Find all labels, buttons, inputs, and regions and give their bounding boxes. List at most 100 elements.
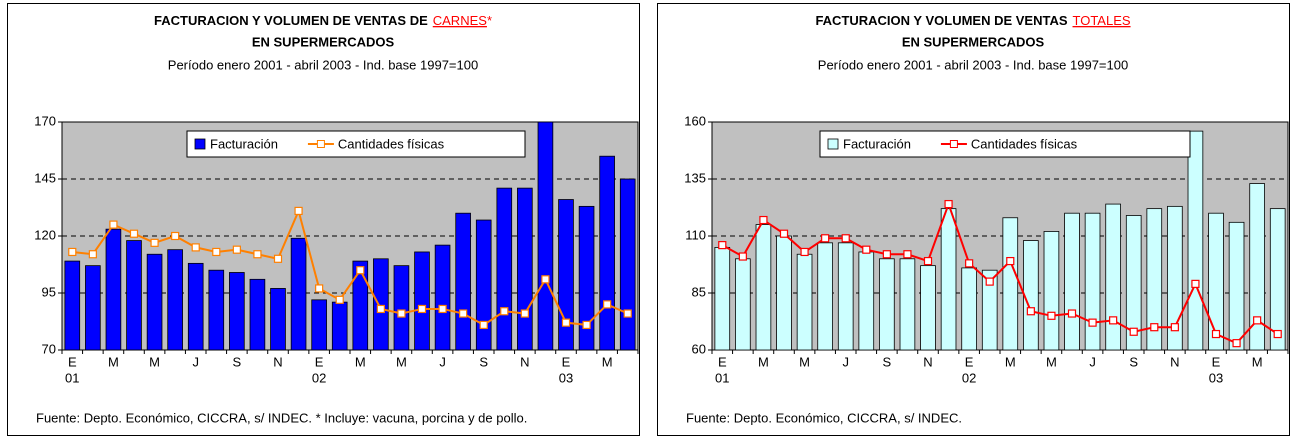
line-marker (232, 245, 241, 254)
line-marker (759, 215, 768, 225)
line-marker (1026, 307, 1035, 316)
y-tick-label: 120 (34, 227, 56, 242)
line-marker (800, 247, 809, 257)
bar (537, 121, 554, 351)
bar (619, 178, 636, 351)
source-note: Fuente: Depto. Económico, CICCRA, s/ IND… (36, 410, 527, 425)
line-marker (500, 307, 509, 316)
legend-label: Cantidades físicas (338, 136, 445, 151)
line-marker (821, 234, 830, 243)
x-tick-label: M (799, 354, 810, 369)
line-marker (376, 304, 385, 314)
x-year-label: 02 (312, 370, 326, 385)
chart-title: FACTURACION Y VOLUMEN DE VENTAS TOTALES (815, 13, 1130, 28)
line-marker (150, 238, 159, 247)
bar (796, 253, 813, 351)
bar (496, 187, 513, 351)
title-text: FACTURACION Y VOLUMEN DE VENTAS DE (154, 13, 428, 28)
bar (1084, 212, 1101, 351)
bar (776, 235, 792, 351)
legend-marker (949, 140, 958, 148)
bar (105, 228, 122, 351)
x-tick-label: M (602, 354, 613, 369)
line-marker (397, 309, 406, 318)
x-tick-label: M (355, 354, 366, 369)
x-year-label: 01 (715, 370, 729, 385)
line-marker (88, 250, 97, 259)
line-marker (1273, 329, 1282, 339)
x-tick-label: M (396, 354, 407, 369)
bar (1105, 203, 1121, 351)
legend-box (186, 130, 526, 158)
line-marker (459, 309, 468, 318)
x-tick-label: M (108, 354, 119, 369)
line-marker (965, 259, 974, 268)
bar (1167, 205, 1183, 351)
bar (879, 258, 895, 351)
line-marker (944, 199, 953, 209)
bar (373, 258, 389, 351)
bar (1187, 130, 1204, 351)
y-tick-label: 135 (684, 170, 706, 185)
legend-swatch (827, 138, 839, 150)
bar (290, 237, 307, 351)
line-marker (985, 277, 994, 286)
line (721, 201, 1279, 345)
line-marker (1150, 323, 1159, 332)
title-highlight: TOTALES (1073, 13, 1131, 28)
x-tick-label: E (562, 354, 571, 369)
x-tick-label: J (439, 354, 446, 369)
line-marker (1129, 327, 1138, 336)
line-marker (191, 243, 200, 252)
line-marker (718, 241, 727, 250)
bar (920, 265, 936, 351)
bar (270, 288, 286, 351)
x-tick-label: M (758, 354, 769, 369)
x-tick-label: S (233, 354, 242, 369)
x-tick-label: N (1170, 354, 1179, 369)
bar (558, 199, 574, 351)
line-marker (541, 275, 550, 284)
line-marker (438, 304, 447, 314)
x-year-label: 03 (1209, 370, 1223, 385)
line-marker (1232, 339, 1241, 348)
title-suffix: * (487, 13, 492, 28)
y-tick-label: 170 (34, 113, 56, 128)
x-year-label: 03 (559, 370, 573, 385)
bar (1064, 212, 1080, 351)
line-marker (109, 220, 118, 229)
bar (858, 251, 875, 351)
bar (1228, 221, 1245, 351)
y-tick-label: 160 (684, 113, 706, 128)
bar (64, 260, 81, 351)
x-tick-label: N (273, 354, 282, 369)
x-tick-label: M (149, 354, 160, 369)
y-tick-label: 145 (34, 170, 56, 185)
line-marker (356, 266, 365, 275)
line-marker (479, 320, 488, 330)
line-marker (68, 247, 77, 257)
bar (126, 240, 142, 351)
y-tick-label: 70 (42, 341, 56, 356)
bar (714, 246, 731, 351)
legend-swatch (194, 138, 206, 150)
bar (229, 272, 245, 351)
bar (837, 242, 854, 351)
bar (331, 301, 348, 351)
x-tick-label: S (883, 354, 892, 369)
bar (517, 187, 533, 351)
y-tick-label: 60 (692, 341, 706, 356)
line-marker (1170, 323, 1179, 332)
line-marker (1047, 311, 1056, 320)
bar (1043, 231, 1060, 351)
bar (414, 251, 430, 351)
panel-border (657, 3, 1290, 436)
bar (311, 299, 327, 351)
x-tick-label: S (1129, 354, 1138, 369)
legend-box (819, 130, 1191, 158)
legend-marker (316, 140, 325, 148)
bar (817, 242, 833, 351)
line-marker (603, 300, 612, 309)
x-tick-label: N (520, 354, 529, 369)
